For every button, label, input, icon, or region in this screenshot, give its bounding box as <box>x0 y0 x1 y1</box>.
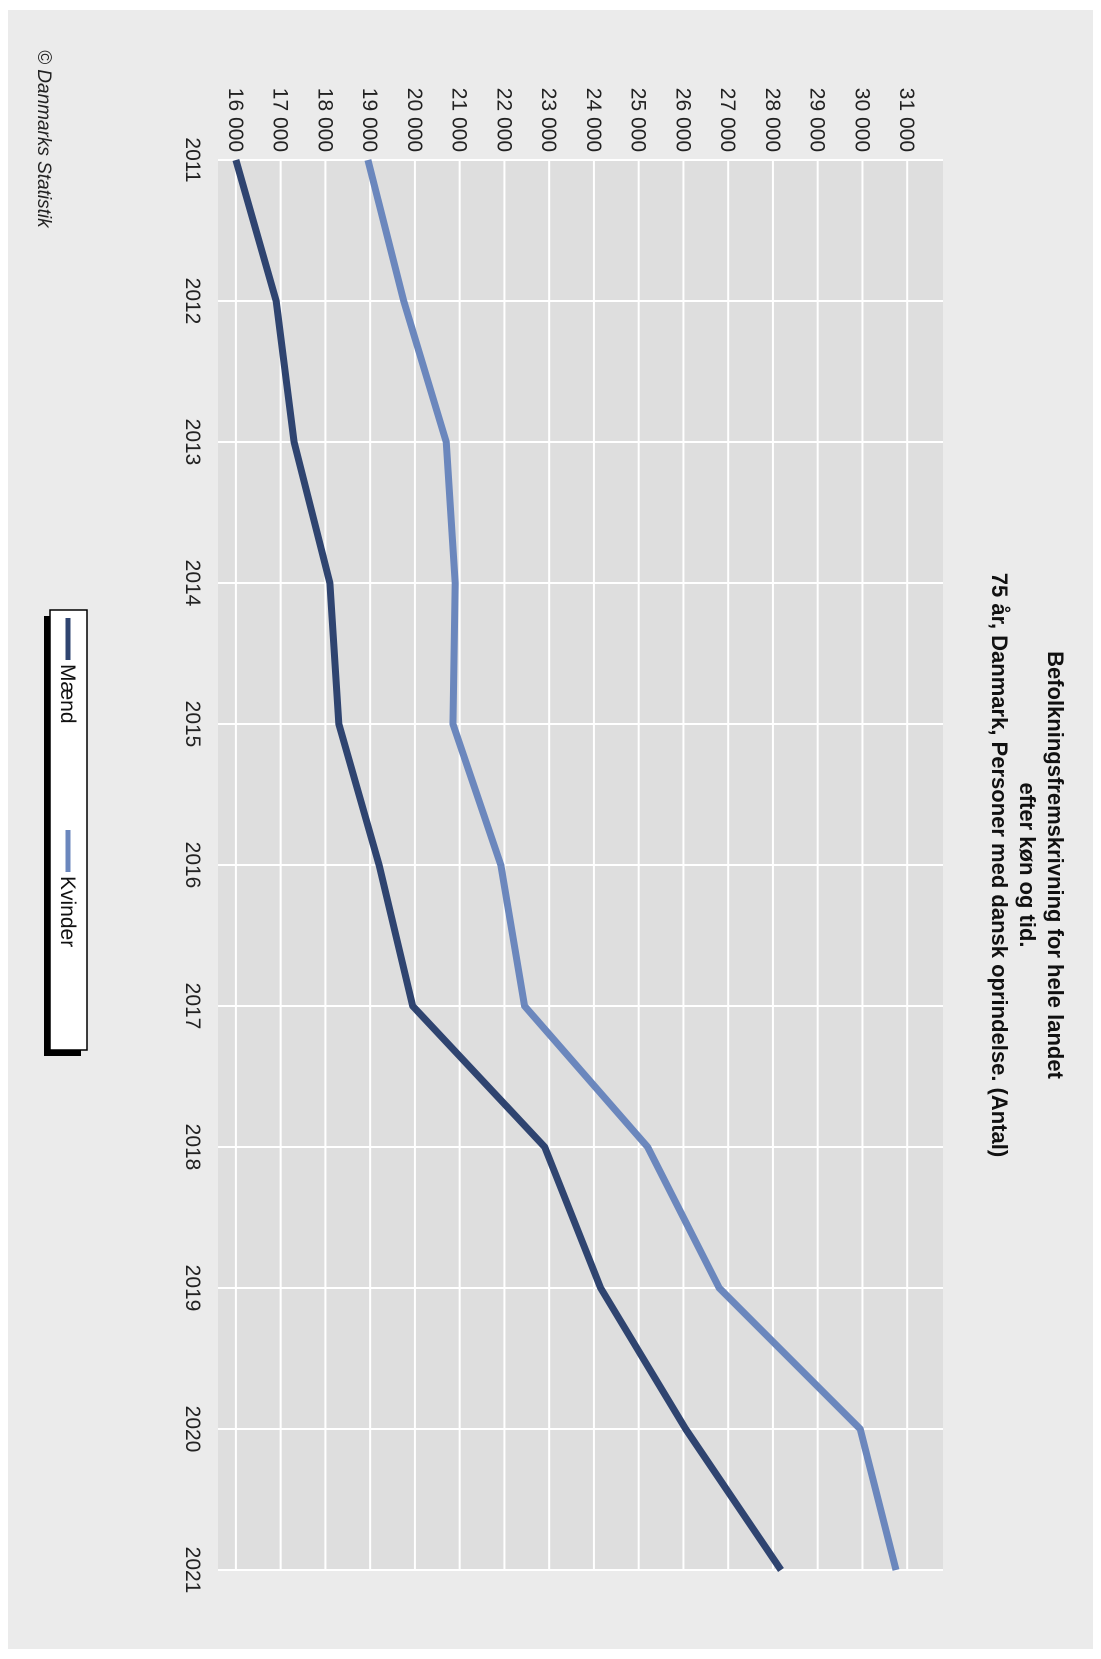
chart-panel: 2011 2012 2013 2014 2015 2016 2017 2018 2019 2020… <box>8 10 1093 1649</box>
chart-subtitle-2: 75 år, Danmark, Personer med dansk oprin… <box>987 573 1012 1157</box>
y-tick-label: 29 000 <box>806 88 829 152</box>
line-chart: 2011 2012 2013 2014 2015 2016 2017 2018 2019 2020… <box>33 50 1068 1593</box>
x-tick-label: 2013 <box>181 419 204 466</box>
y-tick-label: 22 000 <box>492 88 515 152</box>
y-tick-label: 26 000 <box>671 88 694 152</box>
y-tick-label: 17 000 <box>269 88 292 152</box>
y-tick-label: 28 000 <box>761 88 784 152</box>
x-tick-label: 2020 <box>181 1406 204 1453</box>
y-tick-label: 25 000 <box>627 88 650 152</box>
series-lines <box>232 159 900 1572</box>
x-tick-label: 2018 <box>181 1124 204 1171</box>
y-tick-label: 24 000 <box>582 88 605 152</box>
x-tick-label: 2017 <box>181 983 204 1030</box>
x-tick-label: 2021 <box>181 1547 204 1594</box>
x-tick-label: 2011 <box>181 137 204 182</box>
y-tick-label: 23 000 <box>537 88 560 152</box>
y-tick-label: 27 000 <box>716 88 739 152</box>
y-tick-label: 18 000 <box>313 88 336 152</box>
x-tick-label: 2015 <box>181 701 204 748</box>
legend-label-kvinder: Kvinder <box>56 876 79 947</box>
legend-label-maend: Mænd <box>56 664 79 724</box>
y-axis: 16 000 17 000 18 000 19 000 20 000 21 000 22 0… <box>224 88 918 152</box>
x-axis: 2011 2012 2013 2014 2015 2016 2017 2018 2019 2020… <box>181 137 204 1593</box>
chart-subtitle-1: efter køn og tid. <box>1015 783 1040 948</box>
y-tick-label: 30 000 <box>850 88 873 152</box>
chart-title: Befolkningsfremskrivning for hele landet <box>1043 651 1068 1080</box>
x-tick-label: 2016 <box>181 842 204 889</box>
series-line-maend <box>232 159 784 1572</box>
y-tick-label: 16 000 <box>224 88 247 152</box>
y-tick-label: 19 000 <box>358 88 381 152</box>
x-tick-label: 2014 <box>181 560 204 607</box>
x-tick-label: 2019 <box>181 1265 204 1312</box>
legend: Mænd Kvinder <box>44 609 88 1056</box>
x-tick-label: 2012 <box>181 278 204 325</box>
y-tick-label: 20 000 <box>403 88 426 152</box>
y-tick-label: 21 000 <box>448 88 471 152</box>
series-line-kvinder <box>364 159 900 1571</box>
y-tick-label: 31 000 <box>895 88 918 152</box>
grid-lines <box>218 159 943 1571</box>
copyright-credit: © Danmarks Statistik <box>33 50 54 229</box>
